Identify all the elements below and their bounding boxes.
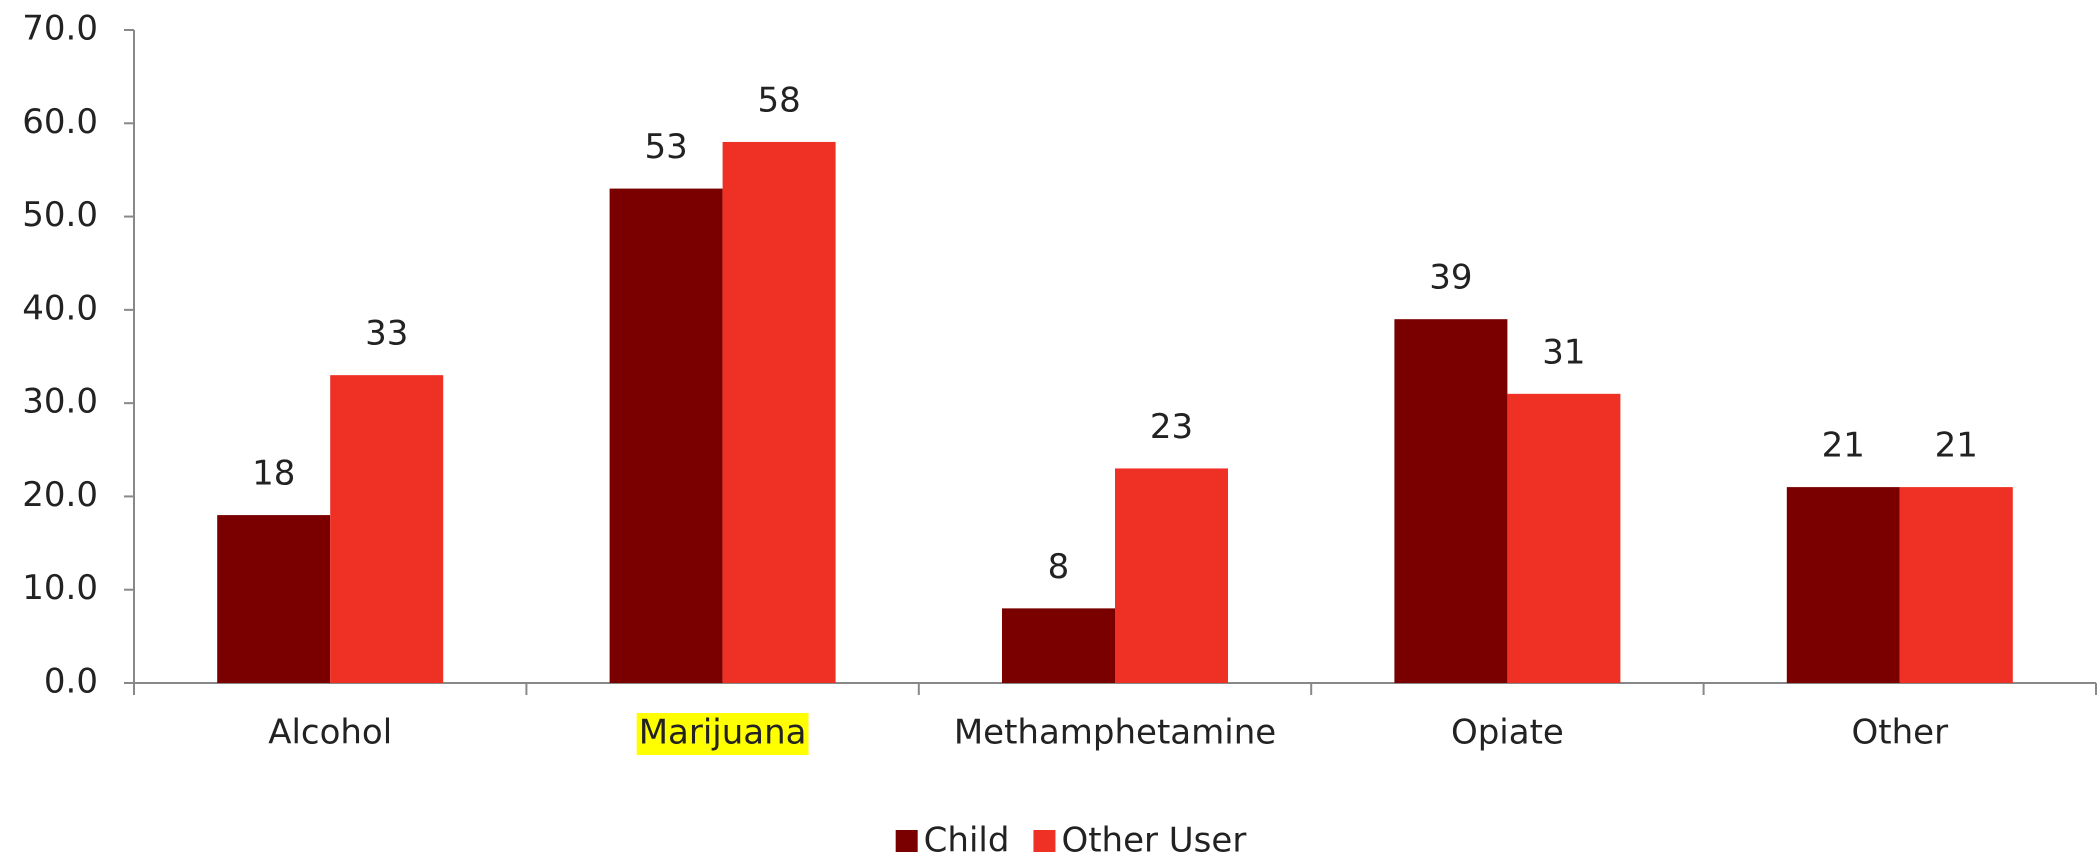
data-label: 58: [757, 80, 800, 120]
y-tick-label: 50.0: [22, 195, 98, 235]
data-label: 53: [644, 127, 687, 167]
data-label: 21: [1935, 426, 1978, 466]
x-tick-label: Opiate: [1451, 713, 1564, 753]
legend-label: Other User: [1061, 821, 1246, 861]
bar: [1786, 487, 1900, 683]
x-tick-label: Methamphetamine: [954, 713, 1276, 753]
data-label: 21: [1822, 426, 1865, 466]
legend-swatch: [895, 830, 918, 852]
y-tick-label: 0.0: [44, 662, 98, 702]
highlight: [636, 713, 809, 755]
legend-label: Child: [924, 821, 1010, 861]
y-tick-label: 60.0: [22, 102, 98, 142]
bar: [1115, 468, 1228, 683]
y-tick-label: 30.0: [22, 382, 98, 422]
bar: [1507, 393, 1621, 683]
data-label: 33: [365, 314, 408, 354]
data-label: 8: [1048, 547, 1070, 587]
x-tick-label: Alcohol: [268, 713, 392, 753]
x-tick-label: Other: [1852, 713, 1949, 753]
bar: [217, 515, 331, 683]
data-label: 31: [1542, 332, 1585, 372]
bar: [1899, 487, 2013, 683]
legend-swatch: [1033, 830, 1056, 852]
y-tick-label: 20.0: [22, 475, 98, 515]
legend: Child Other User: [895, 821, 1246, 861]
y-tick-label: 70.0: [22, 9, 98, 49]
bar: [1394, 319, 1508, 683]
y-tick-label: 40.0: [22, 288, 98, 328]
data-label: 23: [1150, 407, 1193, 447]
bar: [330, 375, 444, 683]
y-tick-label: 10.0: [22, 568, 98, 608]
x-tick-label: Marijuana: [639, 713, 807, 753]
data-label: 39: [1429, 258, 1472, 298]
data-label: 18: [252, 454, 295, 494]
bar: [609, 188, 723, 684]
highlight-group: Marijuana: [636, 713, 809, 755]
bar: [722, 141, 836, 683]
bar: [1002, 608, 1115, 683]
